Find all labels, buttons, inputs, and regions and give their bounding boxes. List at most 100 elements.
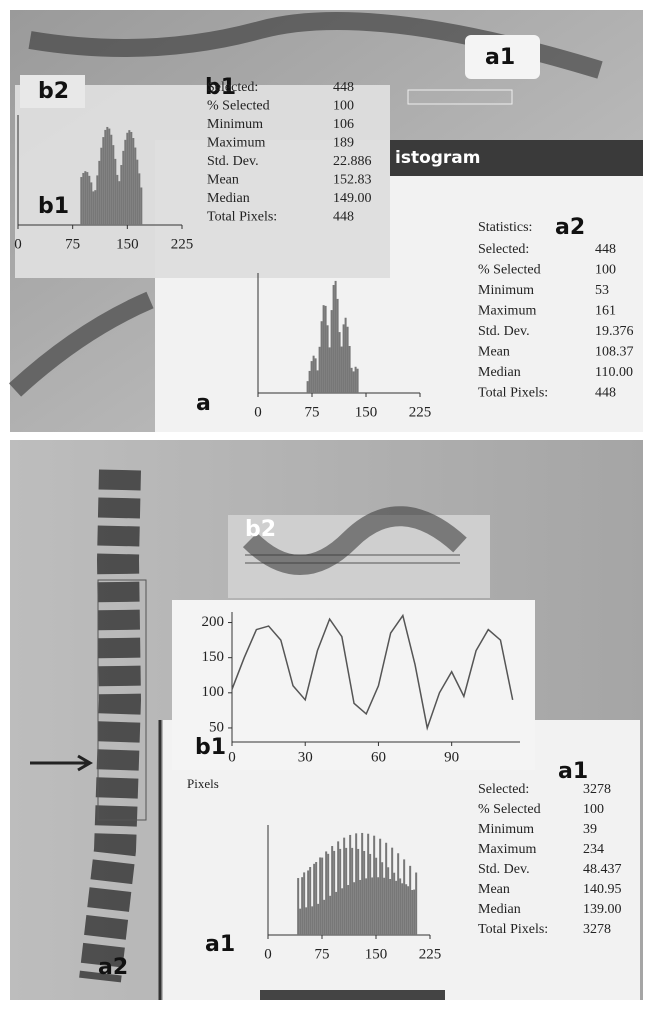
stat-label: Mean bbox=[478, 345, 510, 360]
hist-bar bbox=[319, 857, 321, 935]
hist-bar bbox=[309, 371, 311, 393]
hist-bar bbox=[106, 127, 108, 225]
hist-bar bbox=[383, 878, 385, 935]
hist-bar bbox=[140, 187, 142, 225]
hist-bar bbox=[104, 130, 106, 225]
hist-bar bbox=[82, 173, 84, 225]
hist-bar bbox=[315, 358, 317, 393]
x-tick-label: 75 bbox=[65, 236, 80, 252]
hist-bar bbox=[385, 843, 387, 935]
x-tick-label: 60 bbox=[371, 749, 386, 765]
hist-bar bbox=[337, 841, 339, 935]
stat-value: 110.00 bbox=[595, 365, 633, 380]
hist-bar bbox=[343, 838, 345, 935]
label: a2 bbox=[555, 215, 585, 240]
hist-bar bbox=[351, 848, 353, 935]
hist-bar bbox=[297, 878, 299, 935]
stats-header: Statistics: bbox=[478, 220, 532, 235]
stat-value: 152.83 bbox=[333, 173, 372, 188]
page: istogram a1 b2 b1 b1 a2 Statistics: a b2… bbox=[0, 0, 652, 1009]
x-tick-label: 30 bbox=[298, 749, 313, 765]
hist-bar bbox=[339, 332, 341, 393]
stat-value: 100 bbox=[595, 263, 616, 278]
hist-bar bbox=[100, 148, 102, 225]
hist-bar bbox=[327, 325, 329, 393]
hist-bar bbox=[355, 367, 357, 393]
stat-value: 53 bbox=[595, 283, 609, 298]
x-tick-label: 90 bbox=[444, 749, 459, 765]
hist-bar bbox=[343, 324, 345, 393]
hist-bar bbox=[403, 859, 405, 935]
hist-bar bbox=[90, 182, 92, 225]
hist-bar bbox=[118, 181, 120, 225]
hist-bar bbox=[373, 836, 375, 935]
hist-bar bbox=[335, 892, 337, 935]
hist-bar bbox=[413, 890, 415, 935]
x-tick-label: 150 bbox=[365, 946, 388, 962]
stat-label: Minimum bbox=[207, 117, 263, 132]
stat-label: Minimum bbox=[478, 283, 534, 298]
stat-value: 140.95 bbox=[583, 882, 622, 897]
hist-bar bbox=[327, 854, 329, 935]
axis-label: Pixels bbox=[187, 776, 219, 791]
stat-label: Selected: bbox=[478, 782, 529, 797]
hist-bar bbox=[325, 306, 327, 393]
hist-bar bbox=[136, 160, 138, 225]
hist-bar bbox=[331, 310, 333, 393]
stat-label: Maximum bbox=[207, 136, 265, 151]
x-tick-label: 0 bbox=[264, 946, 272, 962]
hist-bar bbox=[361, 833, 363, 935]
x-tick-label: 225 bbox=[419, 946, 442, 962]
hist-bar bbox=[387, 867, 389, 935]
stat-label: % Selected bbox=[478, 263, 541, 278]
stat-label: Std. Dev. bbox=[478, 324, 530, 339]
hist-bar bbox=[86, 172, 88, 225]
hist-bar bbox=[102, 137, 104, 225]
hist-bar bbox=[311, 361, 313, 393]
hist-bar bbox=[132, 138, 134, 225]
hist-bar bbox=[363, 851, 365, 935]
hist-bar bbox=[333, 851, 335, 935]
hist-bar bbox=[347, 327, 349, 393]
hist-bar bbox=[331, 846, 333, 935]
hist-bar bbox=[80, 177, 82, 225]
hist-bar bbox=[365, 878, 367, 935]
hist-bar bbox=[339, 849, 341, 935]
stat-label: Maximum bbox=[478, 304, 536, 319]
hist-bar bbox=[311, 906, 313, 935]
stat-value: 108.37 bbox=[595, 345, 634, 360]
stat-value: 106 bbox=[333, 117, 354, 132]
hist-bar bbox=[130, 132, 132, 225]
hist-bar bbox=[405, 884, 407, 935]
stat-label: Median bbox=[478, 365, 521, 380]
x-tick-label: 75 bbox=[305, 404, 320, 420]
x-tick-label: 0 bbox=[14, 236, 22, 252]
stat-value: 448 bbox=[333, 210, 354, 225]
label: a1 bbox=[485, 45, 515, 70]
hist-bar bbox=[122, 151, 124, 225]
label: a bbox=[196, 391, 211, 416]
stat-value: 3278 bbox=[583, 782, 611, 797]
hist-bar bbox=[315, 862, 317, 935]
hist-bar bbox=[337, 299, 339, 393]
stat-value: 189 bbox=[333, 136, 354, 151]
hist-bar bbox=[375, 858, 377, 935]
hist-bar bbox=[94, 190, 96, 225]
stat-label: Median bbox=[207, 191, 250, 206]
hist-bar bbox=[329, 347, 331, 393]
hist-bar bbox=[401, 883, 403, 935]
scrollbar bbox=[260, 990, 445, 1000]
stat-value: 448 bbox=[595, 386, 616, 401]
stat-label: Mean bbox=[478, 882, 510, 897]
stat-label: Median bbox=[478, 902, 521, 917]
hist-bar bbox=[92, 191, 94, 225]
hist-bar bbox=[393, 873, 395, 935]
stat-label: Selected: bbox=[478, 242, 529, 257]
hist-bar bbox=[341, 347, 343, 393]
hist-bar bbox=[329, 896, 331, 935]
hist-bar bbox=[120, 165, 122, 225]
x-tick-label: 150 bbox=[116, 236, 139, 252]
hist-bar bbox=[110, 135, 112, 225]
y-tick-label: 100 bbox=[202, 684, 225, 700]
hist-bar bbox=[307, 870, 309, 935]
